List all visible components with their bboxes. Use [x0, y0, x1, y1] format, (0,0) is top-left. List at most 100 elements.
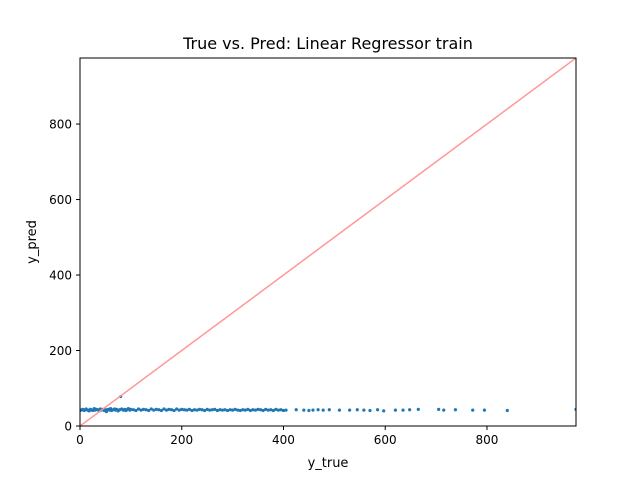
data-point [134, 408, 138, 413]
data-point [482, 408, 487, 412]
data-point [261, 408, 265, 413]
data-point [210, 408, 214, 412]
x-tick-label: 800 [476, 433, 499, 447]
plot-area [80, 58, 576, 426]
data-point [144, 408, 148, 412]
data-point [164, 408, 169, 412]
data-point [243, 408, 247, 412]
data-point [205, 407, 209, 411]
data-point [149, 407, 153, 411]
data-point [152, 408, 156, 412]
data-point [321, 408, 325, 412]
data-point [437, 407, 441, 411]
y-tick-label: 400 [49, 269, 72, 283]
data-point [228, 408, 232, 412]
data-point [218, 408, 222, 412]
data-point [157, 408, 161, 412]
data-point [337, 408, 342, 412]
data-point [266, 408, 270, 412]
data-point [192, 408, 197, 412]
data-point [238, 408, 242, 413]
data-point [180, 407, 184, 411]
y-tick-label: 600 [49, 193, 72, 207]
data-point [294, 408, 298, 412]
data-point [197, 407, 202, 411]
data-point [256, 407, 260, 411]
data-point [200, 408, 204, 412]
data-point [276, 408, 280, 412]
data-point [442, 408, 446, 412]
data-point [208, 408, 212, 412]
data-point [147, 408, 151, 413]
data-point [307, 408, 311, 413]
data-point [471, 408, 475, 412]
data-point [225, 408, 230, 413]
data-point [348, 408, 352, 412]
data-point [175, 407, 179, 411]
data-point [269, 408, 273, 412]
data-point [129, 407, 133, 411]
data-point [327, 408, 331, 412]
data-point [251, 408, 255, 412]
data-point [231, 408, 235, 412]
data-point [167, 407, 171, 411]
data-point [190, 408, 194, 413]
data-point [393, 408, 398, 412]
data-point [187, 407, 191, 411]
data-point [316, 408, 320, 412]
data-point [401, 408, 405, 412]
data-point [182, 408, 186, 412]
data-point [505, 408, 509, 413]
chart-title: True vs. Pred: Linear Regressor train [182, 34, 473, 53]
axes: 0 200 400 600 800 0 200 400 600 800 [49, 57, 577, 447]
data-point [139, 408, 143, 412]
data-point [362, 408, 366, 412]
data-point [408, 408, 412, 412]
data-point [185, 408, 189, 412]
x-tick-label: 200 [170, 433, 193, 447]
y-tick-label: 0 [64, 420, 72, 434]
data-point [253, 408, 258, 412]
data-point [258, 408, 263, 412]
data-point [215, 408, 219, 413]
data-point [248, 408, 253, 413]
data-point [136, 407, 141, 411]
x-tick-label: 400 [272, 433, 295, 447]
data-point [416, 407, 420, 411]
data-point [172, 408, 176, 413]
y-tick-label: 800 [49, 118, 72, 132]
x-axis-label: y_true [308, 456, 349, 471]
data-point [213, 407, 217, 411]
data-point [159, 408, 163, 413]
data-point [203, 408, 207, 413]
data-point [169, 408, 174, 412]
plot-content [80, 58, 576, 426]
x-tick-label: 0 [76, 433, 84, 447]
y-tick-label: 200 [49, 344, 72, 358]
plot-frame [79, 57, 577, 427]
data-point [271, 408, 275, 413]
data-point [264, 407, 268, 411]
data-point [195, 408, 199, 412]
data-point [141, 407, 146, 411]
data-point [177, 408, 181, 412]
data-point [274, 407, 278, 411]
data-point [368, 408, 372, 413]
data-point [302, 408, 306, 412]
x-tick-label: 600 [374, 433, 397, 447]
data-point [453, 408, 458, 412]
data-point [236, 408, 240, 412]
data-point [104, 410, 109, 414]
data-point [154, 407, 158, 411]
y-axis-label: y_pred [25, 220, 40, 264]
data-point [220, 408, 225, 412]
data-point [162, 407, 166, 411]
data-point [233, 407, 237, 411]
identity-line [80, 58, 576, 426]
data-point [241, 408, 245, 412]
data-point [376, 408, 380, 412]
data-point [223, 408, 227, 412]
data-point [279, 408, 283, 412]
data-point [382, 409, 386, 413]
